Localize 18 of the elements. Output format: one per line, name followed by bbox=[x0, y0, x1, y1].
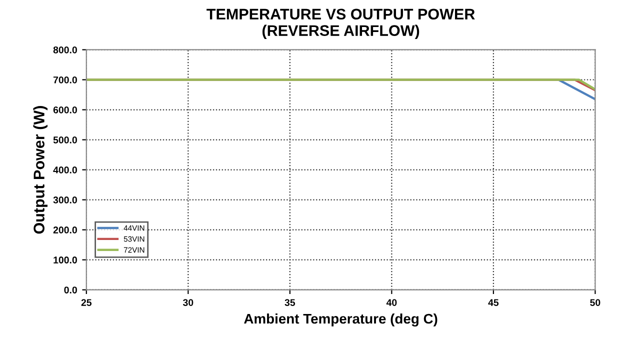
y-tick-label: 300.0 bbox=[53, 196, 77, 204]
x-tick-label: 50 bbox=[590, 299, 600, 306]
y-tick-label: 400.0 bbox=[53, 166, 77, 174]
y-tick-label: 700.0 bbox=[53, 76, 77, 84]
y-axis-title: Output Power (W) bbox=[33, 106, 48, 234]
y-tick-label: 600.0 bbox=[53, 106, 77, 114]
x-tick-label: 25 bbox=[81, 299, 92, 306]
x-tick-label: 35 bbox=[284, 299, 296, 306]
x-axis-title: Ambient Temperature (deg C) bbox=[244, 313, 438, 326]
y-tick-label: 0.0 bbox=[64, 286, 77, 294]
y-tick-label: 500.0 bbox=[53, 136, 77, 144]
x-tick-label: 30 bbox=[182, 299, 194, 306]
x-tick-label: 40 bbox=[386, 299, 397, 306]
x-tick-label: 45 bbox=[488, 299, 499, 306]
chart-title: TEMPERATURE VS OUTPUT POWER (REVERSE AIRFLOW) bbox=[206, 8, 475, 40]
y-tick-label: 100.0 bbox=[54, 256, 77, 264]
y-tick-label: 200.0 bbox=[53, 226, 77, 234]
y-tick-label: 800.0 bbox=[53, 46, 77, 54]
